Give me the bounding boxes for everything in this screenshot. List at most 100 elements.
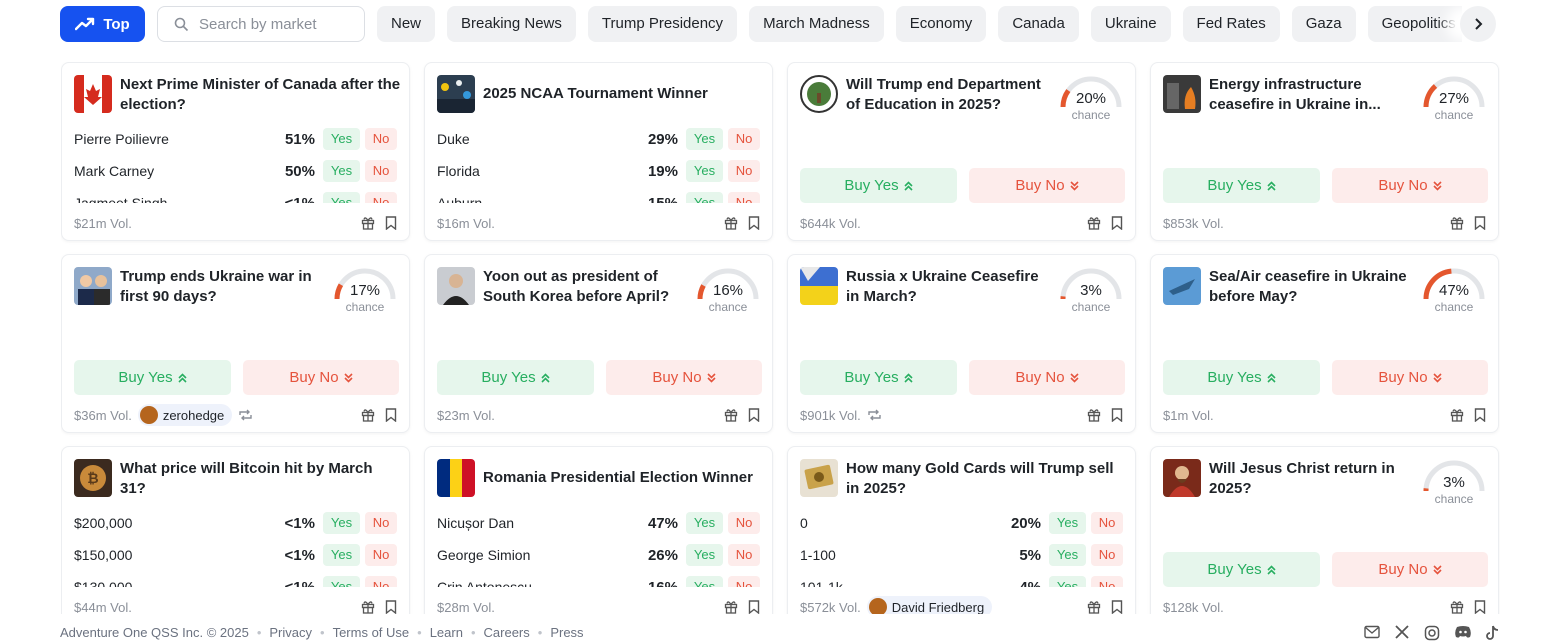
no-button[interactable]: No [365, 192, 397, 203]
buy-yes-button[interactable]: Buy Yes [437, 360, 594, 395]
yes-button[interactable]: Yes [686, 160, 723, 182]
instagram-icon[interactable] [1424, 625, 1440, 641]
yes-button[interactable]: Yes [1049, 512, 1086, 534]
buy-no-button[interactable]: Buy No [969, 360, 1125, 395]
gift-icon[interactable] [724, 408, 738, 422]
tag[interactable]: Ukraine [1090, 6, 1171, 42]
market-card[interactable]: How many Gold Cards will Trump sell in 2… [787, 446, 1136, 614]
tag[interactable]: Canada [998, 6, 1079, 42]
no-button[interactable]: No [728, 512, 760, 534]
tag[interactable]: Gaza [1291, 6, 1356, 42]
bookmark-icon[interactable] [1111, 600, 1123, 614]
bookmark-icon[interactable] [748, 216, 760, 230]
discord-icon[interactable] [1454, 625, 1472, 639]
gift-icon[interactable] [1450, 408, 1464, 422]
no-button[interactable]: No [728, 160, 760, 182]
tag[interactable]: March Madness [749, 6, 884, 42]
no-button[interactable]: No [1091, 544, 1123, 566]
tag[interactable]: New [377, 6, 436, 42]
market-card[interactable]: 2025 NCAA Tournament Winner Duke 29% Yes No F… [424, 62, 773, 241]
no-button[interactable]: No [728, 544, 760, 566]
market-card[interactable]: Energy infrastructure ceasefire in Ukrai… [1150, 62, 1499, 241]
market-card[interactable]: ₿ What price will Bitcoin hit by March 31… [61, 446, 410, 614]
footer-link[interactable]: Careers [483, 625, 530, 640]
market-card[interactable]: Trump ends Ukraine war in first 90 days?… [61, 254, 410, 433]
buy-yes-button[interactable]: Buy Yes [800, 168, 957, 203]
no-button[interactable]: No [728, 576, 760, 587]
market-card[interactable]: Yoon out as president of South Korea bef… [424, 254, 773, 433]
no-button[interactable]: No [1091, 512, 1123, 534]
no-button[interactable]: No [365, 576, 397, 587]
market-card[interactable]: Russia x Ukraine Ceasefire in March? 3% c… [787, 254, 1136, 433]
tag[interactable]: Fed Rates [1182, 6, 1280, 42]
gift-icon[interactable] [1450, 600, 1464, 614]
bookmark-icon[interactable] [748, 408, 760, 422]
footer-link[interactable]: Privacy [269, 625, 312, 640]
repost-icon[interactable] [238, 409, 253, 421]
no-button[interactable]: No [365, 128, 397, 150]
gift-icon[interactable] [1087, 408, 1101, 422]
bookmark-icon[interactable] [1474, 216, 1486, 230]
no-button[interactable]: No [1091, 576, 1123, 587]
scroll-arrow[interactable] [1460, 6, 1496, 42]
yes-button[interactable]: Yes [1049, 576, 1086, 587]
buy-no-button[interactable]: Buy No [1332, 552, 1488, 587]
yes-button[interactable]: Yes [686, 192, 723, 203]
tag[interactable]: Economy [895, 6, 987, 42]
mail-icon[interactable] [1364, 625, 1380, 639]
bookmark-icon[interactable] [385, 600, 397, 614]
footer-link[interactable]: Terms of Use [332, 625, 410, 640]
market-card[interactable]: Sea/Air ceasefire in Ukraine before May?… [1150, 254, 1499, 433]
gift-icon[interactable] [361, 408, 375, 422]
buy-no-button[interactable]: Buy No [969, 168, 1125, 203]
buy-yes-button[interactable]: Buy Yes [1163, 552, 1320, 587]
footer-link[interactable]: Learn [429, 625, 463, 640]
yes-button[interactable]: Yes [686, 512, 723, 534]
market-card[interactable]: Next Prime Minister of Canada after the … [61, 62, 410, 241]
yes-button[interactable]: Yes [686, 544, 723, 566]
top-button[interactable]: Top [60, 6, 145, 42]
buy-yes-button[interactable]: Buy Yes [800, 360, 957, 395]
yes-button[interactable]: Yes [323, 160, 360, 182]
bookmark-icon[interactable] [385, 216, 397, 230]
bookmark-icon[interactable] [1474, 600, 1486, 614]
tag[interactable]: Trump Presidency [587, 6, 738, 42]
no-button[interactable]: No [365, 160, 397, 182]
buy-no-button[interactable]: Buy No [1332, 360, 1488, 395]
tag[interactable]: Breaking News [447, 6, 576, 42]
gift-icon[interactable] [724, 600, 738, 614]
yes-button[interactable]: Yes [323, 512, 360, 534]
yes-button[interactable]: Yes [1049, 544, 1086, 566]
repost-icon[interactable] [867, 409, 882, 421]
gift-icon[interactable] [1087, 600, 1101, 614]
yes-button[interactable]: Yes [323, 544, 360, 566]
gift-icon[interactable] [361, 216, 375, 230]
tiktok-icon[interactable] [1486, 625, 1500, 641]
user-chip[interactable]: David Friedberg [866, 596, 993, 614]
gift-icon[interactable] [1450, 216, 1464, 230]
no-button[interactable]: No [365, 544, 397, 566]
bookmark-icon[interactable] [748, 600, 760, 614]
gift-icon[interactable] [1087, 216, 1101, 230]
bookmark-icon[interactable] [1111, 408, 1123, 422]
search-box[interactable]: Search by market [157, 6, 365, 42]
market-card[interactable]: Will Jesus Christ return in 2025? 3% chan… [1150, 446, 1499, 614]
market-card[interactable]: Will Trump end Department of Education i… [787, 62, 1136, 241]
gift-icon[interactable] [724, 216, 738, 230]
yes-button[interactable]: Yes [686, 128, 723, 150]
gift-icon[interactable] [361, 600, 375, 614]
tag[interactable]: Geopolitics [1367, 6, 1462, 42]
yes-button[interactable]: Yes [686, 576, 723, 587]
user-chip[interactable]: zerohedge [137, 404, 233, 426]
bookmark-icon[interactable] [385, 408, 397, 422]
yes-button[interactable]: Yes [323, 128, 360, 150]
buy-yes-button[interactable]: Buy Yes [1163, 360, 1320, 395]
bookmark-icon[interactable] [1111, 216, 1123, 230]
buy-yes-button[interactable]: Buy Yes [74, 360, 231, 395]
no-button[interactable]: No [365, 512, 397, 534]
yes-button[interactable]: Yes [323, 192, 360, 203]
x-icon[interactable] [1394, 624, 1410, 639]
no-button[interactable]: No [728, 192, 760, 203]
bookmark-icon[interactable] [1474, 408, 1486, 422]
market-card[interactable]: Romania Presidential Election Winner Nicu… [424, 446, 773, 614]
